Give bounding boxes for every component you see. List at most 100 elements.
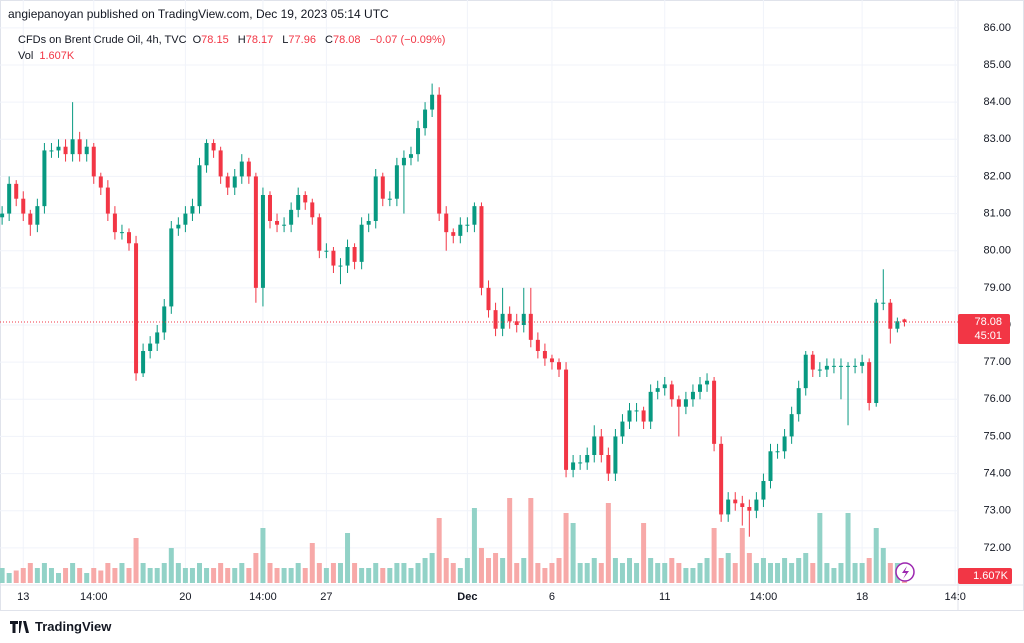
- candle-body: [571, 462, 576, 470]
- candle-body: [211, 143, 216, 151]
- candle-body: [726, 499, 731, 515]
- volume-bar: [126, 568, 132, 583]
- volume-bar: [20, 568, 26, 583]
- candle-body: [690, 391, 695, 400]
- candle-body: [683, 399, 688, 407]
- candle-body: [662, 384, 667, 389]
- candle-body: [155, 332, 160, 344]
- volume-bar: [309, 543, 315, 583]
- candle-body: [162, 306, 167, 333]
- legend-h: H78.17: [238, 34, 276, 46]
- volume-bar: [168, 548, 174, 583]
- candle-body: [289, 209, 294, 225]
- candle-body: [380, 176, 385, 199]
- l-key: L: [282, 34, 289, 46]
- volume-bar: [27, 563, 33, 583]
- volume-bar: [584, 563, 590, 583]
- legend-ohlc: CFDs on Brent Crude Oil, 4h, TVC O78.15 …: [18, 34, 448, 46]
- volume-bar: [387, 568, 393, 583]
- candle-body: [634, 410, 639, 412]
- candle-body: [190, 206, 195, 214]
- volume-bar: [500, 558, 506, 583]
- c-value: 78.08: [332, 34, 361, 46]
- volume-bar: [77, 568, 83, 583]
- candle-body: [768, 451, 773, 481]
- volume-bar: [204, 568, 210, 583]
- candle-body: [676, 399, 681, 407]
- volume-bar: [359, 568, 365, 583]
- volume-bar: [880, 548, 886, 583]
- candle-body: [902, 319, 907, 323]
- candle-body: [119, 232, 124, 234]
- volume-bar: [669, 558, 675, 583]
- volume-bar: [598, 563, 604, 583]
- candle-body: [860, 362, 865, 366]
- legend-o: O78.15: [193, 34, 232, 46]
- volume-bar: [281, 568, 287, 583]
- candle-body: [507, 313, 512, 322]
- candle-body: [599, 436, 604, 455]
- volume-bar: [789, 563, 795, 583]
- volume-bar: [535, 563, 541, 583]
- volume-bar: [859, 563, 865, 583]
- y-tick-label: 82.00: [983, 170, 1011, 182]
- volume-bar: [154, 568, 160, 583]
- volume-bar: [824, 563, 830, 583]
- volume-bar: [112, 568, 118, 583]
- volume-bar: [119, 563, 125, 583]
- candle-body: [183, 213, 188, 225]
- l-value: 77.96: [288, 34, 316, 46]
- candle-body: [63, 146, 68, 155]
- candle-body: [317, 217, 322, 251]
- c-key: C: [325, 34, 333, 46]
- volume-bar: [91, 568, 97, 583]
- x-tick-label: 27: [320, 591, 332, 603]
- volume-bar: [704, 558, 710, 583]
- candle-body: [796, 388, 801, 415]
- volume-bar: [457, 568, 463, 583]
- volume-bar: [570, 523, 576, 583]
- logo-icon: [10, 620, 29, 633]
- candle-body: [761, 481, 766, 500]
- volume-bar: [782, 558, 788, 583]
- volume-bar: [48, 568, 54, 583]
- x-tick-label: 14:00: [80, 591, 108, 603]
- volume-bar: [605, 503, 611, 583]
- candle-body: [712, 380, 717, 444]
- volume-bar: [542, 568, 548, 583]
- candle-body: [606, 455, 611, 474]
- volume-bar: [0, 568, 5, 583]
- candle-body: [56, 146, 61, 151]
- volume-bar: [648, 558, 654, 583]
- volume-bar: [796, 558, 802, 583]
- volume-bar: [810, 563, 816, 583]
- candle-body: [366, 221, 371, 225]
- candle-body: [754, 499, 759, 511]
- volume-bar: [189, 568, 195, 583]
- candle-body: [141, 351, 146, 374]
- footer-logo: TradingView: [10, 619, 111, 634]
- volume-bar: [493, 553, 499, 583]
- candle-body: [458, 224, 463, 236]
- volume-bar: [330, 563, 336, 583]
- volume-bar: [556, 558, 562, 583]
- volume-bar: [6, 573, 12, 583]
- volume-bar: [634, 563, 640, 583]
- volume-bar: [295, 563, 301, 583]
- volume-bar: [63, 568, 69, 583]
- candle-body: [782, 436, 787, 452]
- candle-body: [49, 150, 54, 152]
- volume-bar: [41, 563, 47, 583]
- candle-body: [14, 183, 19, 199]
- candle-body: [275, 221, 280, 225]
- volume-bar: [803, 553, 809, 583]
- volume-bar: [408, 568, 414, 583]
- y-tick-label: 85.00: [983, 59, 1011, 71]
- volume-bar: [760, 558, 766, 583]
- volume-bar: [549, 563, 555, 583]
- candle-body: [430, 94, 435, 110]
- vol-title: Vol: [18, 50, 34, 62]
- candle-body: [260, 195, 265, 288]
- volume-bar: [436, 518, 442, 583]
